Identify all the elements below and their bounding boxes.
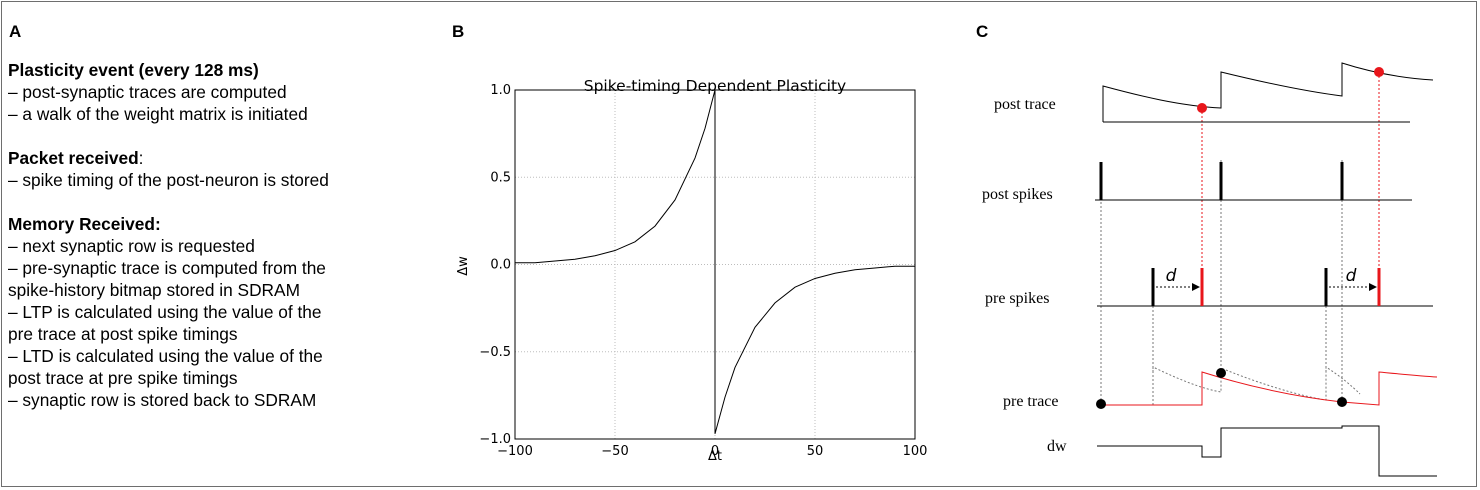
- chart-curves: [515, 89, 915, 434]
- row-label-post-spikes: post spikes: [982, 186, 1053, 203]
- post-spikes-row: [1095, 162, 1412, 201]
- timing-guides-red: [1201, 72, 1380, 290]
- delay-arrowhead: [1369, 283, 1377, 291]
- x-tick-label: −100: [497, 444, 533, 459]
- heading-text: Packet received: [8, 148, 139, 168]
- post-trace-sample-point: [1197, 103, 1207, 113]
- pre-trace-row: [1097, 366, 1438, 406]
- delay-label: d: [1166, 266, 1177, 286]
- section-memory-line: – LTP is calculated using the value of t…: [8, 302, 322, 322]
- delay-arrowhead: [1192, 283, 1200, 291]
- section-memory-line: – next synaptic row is requested: [8, 236, 255, 256]
- heading-suffix: :: [138, 148, 144, 168]
- x-tick-label: 50: [807, 444, 824, 459]
- x-tick-labels: −100 −50 0 50 100: [497, 444, 927, 459]
- heading-text: Plasticity event (every 128 ms): [8, 60, 259, 80]
- panel-a-description: Plasticity event (every 128 ms) – post-s…: [8, 59, 448, 411]
- ltp-curve: [515, 89, 716, 264]
- y-tick-label: −1.0: [479, 432, 511, 447]
- dw-curve: [1097, 425, 1437, 477]
- panel-a-letter: A: [9, 22, 22, 41]
- pre-trace-delayed-curve: [1097, 371, 1438, 406]
- x-tick-label: −50: [601, 444, 628, 459]
- heading-text: Memory Received:: [8, 214, 161, 234]
- section-plasticity-line: – a walk of the weight matrix is initiat…: [8, 104, 308, 124]
- section-memory-line: post trace at pre spike timings: [8, 368, 238, 388]
- y-axis-label: Δw: [456, 256, 471, 276]
- y-tick-label: 0.0: [490, 258, 511, 273]
- row-label-dw: dw: [1047, 438, 1067, 455]
- y-tick-label: 1.0: [490, 83, 511, 98]
- section-memory-line: pre trace at post spike timings: [8, 324, 238, 344]
- section-plasticity-line: – post-synaptic traces are computed: [8, 82, 287, 102]
- x-tick-label: 100: [903, 444, 928, 459]
- section-memory-line: – synaptic row is stored back to SDRAM: [8, 390, 317, 410]
- x-axis-label: Δt: [708, 449, 722, 464]
- section-plasticity-heading: Plasticity event (every 128 ms): [8, 59, 448, 81]
- ltd-curve: [714, 265, 915, 434]
- y-tick-label: −0.5: [479, 345, 511, 360]
- pre-trace-undelayed-curve: [1152, 366, 1361, 405]
- pre-trace-sample-point: [1096, 399, 1106, 409]
- pre-trace-sample-point: [1216, 368, 1226, 378]
- section-memory-line: – LTD is calculated using the value of t…: [8, 346, 323, 366]
- pre-spikes-row: [1097, 268, 1433, 307]
- section-packet-heading: Packet received:: [8, 147, 448, 169]
- section-memory-line: spike-history bitmap stored in SDRAM: [8, 280, 300, 300]
- panel-b-letter: B: [452, 22, 465, 41]
- section-memory-line: – pre-synaptic trace is computed from th…: [8, 258, 326, 278]
- post-trace-sample-point: [1374, 67, 1384, 77]
- y-tick-labels: −1.0 −0.5 0.0 0.5 1.0: [479, 83, 511, 447]
- delay-label: d: [1346, 266, 1357, 286]
- pre-trace-sample-point: [1337, 397, 1347, 407]
- panel-c-letter: C: [976, 22, 989, 41]
- section-memory-heading: Memory Received:: [8, 213, 448, 235]
- section-packet-line: – spike timing of the post-neuron is sto…: [8, 170, 329, 190]
- y-tick-label: 0.5: [490, 170, 511, 185]
- stdp-chart: −100 −50 0 50 100 −1.0 −0.5 0.0 0.5 1.0 Spike-ti…: [456, 77, 927, 464]
- x-tick-label: 0: [711, 444, 719, 459]
- row-label-pre-trace: pre trace: [1003, 393, 1059, 410]
- row-label-post-trace: post trace: [994, 96, 1056, 113]
- row-label-pre-spikes: pre spikes: [985, 290, 1049, 307]
- chart-title: Spike-timing Dependent Plasticity: [584, 77, 846, 95]
